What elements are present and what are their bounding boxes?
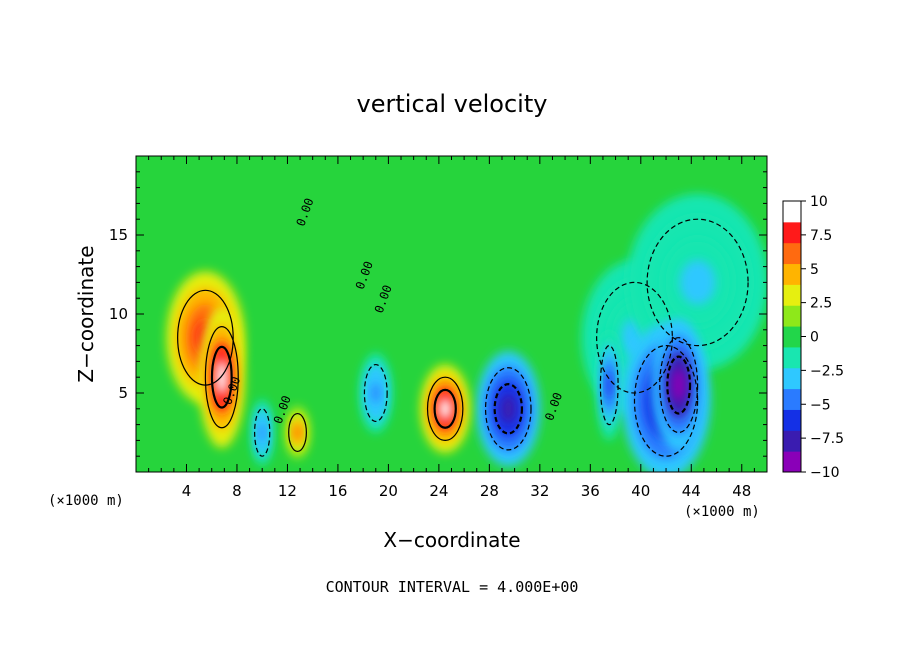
x-tick-label: 12 [278, 482, 297, 500]
negative-contour [659, 337, 699, 434]
field-blob [259, 424, 265, 441]
colorbar-tick-label: −7.5 [810, 431, 844, 447]
x-tick-label: 4 [182, 482, 192, 500]
positive-contour [204, 326, 239, 429]
x-unit-left: (×1000 m) [48, 493, 124, 509]
chart-title: vertical velocity [357, 90, 548, 118]
negative-contour [599, 345, 619, 426]
positive-contour [433, 388, 457, 429]
x-tick-label: 20 [379, 482, 398, 500]
colorbar-segment [783, 221, 801, 244]
y-axis: 5 10 15 [109, 171, 767, 457]
colorbar-segment [783, 201, 801, 223]
colorbar-tick-label: 10 [810, 194, 828, 210]
colorbar-tick-label: 2.5 [810, 296, 832, 312]
x-tick-label: 36 [581, 482, 600, 500]
colorbar-segment [783, 388, 801, 410]
field-blob [500, 394, 517, 424]
x-tick-label: 40 [631, 482, 650, 500]
positive-contour [177, 289, 234, 386]
plot-area: 0.000.000.000.000.00 0.00 [136, 156, 767, 472]
colorbar-tick-label: −10 [810, 465, 840, 481]
x-tick-label: 44 [682, 482, 701, 500]
field-blob [216, 359, 228, 395]
contour-lines [177, 218, 749, 457]
x-tick-label: 32 [530, 482, 549, 500]
negative-contour [363, 363, 388, 423]
negative-contour [646, 218, 749, 347]
colorbar-tick-label: −2.5 [810, 363, 844, 379]
x-tick-label: 28 [480, 482, 499, 500]
colorbar-segment [783, 305, 801, 327]
x-axis: 4 8 12 16 20 24 28 32 36 40 44 48 [148, 156, 755, 500]
colorbar-tick-label: 7.5 [810, 228, 832, 244]
colorbar-segment [783, 451, 801, 473]
field-blob [439, 397, 452, 420]
colorbar-segment [783, 326, 801, 348]
colorbar-segment [783, 242, 801, 265]
positive-contour [210, 345, 233, 409]
y-axis-label: Z−coordinate [74, 245, 98, 382]
colorbar-segment [783, 284, 801, 306]
y-tick-label: 5 [118, 384, 128, 402]
x-tick-label: 24 [429, 482, 448, 500]
y-tick-label: 10 [109, 305, 128, 323]
contour-interval-note: CONTOUR INTERVAL = 4.000E+00 [326, 578, 579, 596]
field-blob [371, 383, 380, 403]
field-blob [672, 368, 686, 402]
colorbar-segment [783, 409, 801, 431]
field-blob [679, 260, 716, 305]
colorbar-tick-label: 0 [810, 330, 819, 346]
negative-contour [254, 408, 271, 457]
colorbar-tick-label: −5 [810, 397, 831, 413]
colorbar-tick-label: 5 [810, 262, 819, 278]
x-axis-label: X−coordinate [383, 528, 520, 552]
x-tick-label: 8 [232, 482, 242, 500]
negative-contour [633, 345, 699, 457]
positive-contour [426, 376, 464, 441]
field-blob [294, 425, 301, 440]
negative-contour [666, 355, 692, 415]
x-unit-right: (×1000 m) [684, 504, 760, 520]
x-tick-label: 16 [328, 482, 347, 500]
colorbar-segment [783, 263, 801, 285]
y-tick-label: 15 [109, 226, 128, 244]
positive-contour [288, 412, 307, 453]
colorbar: 10 7.5 5 2.5 0 −2.5 −5 −7.5 −10 [782, 194, 844, 481]
field-blob [606, 371, 613, 399]
colorbar-segment [783, 430, 801, 452]
x-tick-label: 48 [732, 482, 751, 500]
negative-contour [484, 367, 532, 451]
colorbar-segment [783, 346, 801, 369]
colorbar-segment [783, 367, 801, 390]
negative-contour [493, 383, 524, 435]
